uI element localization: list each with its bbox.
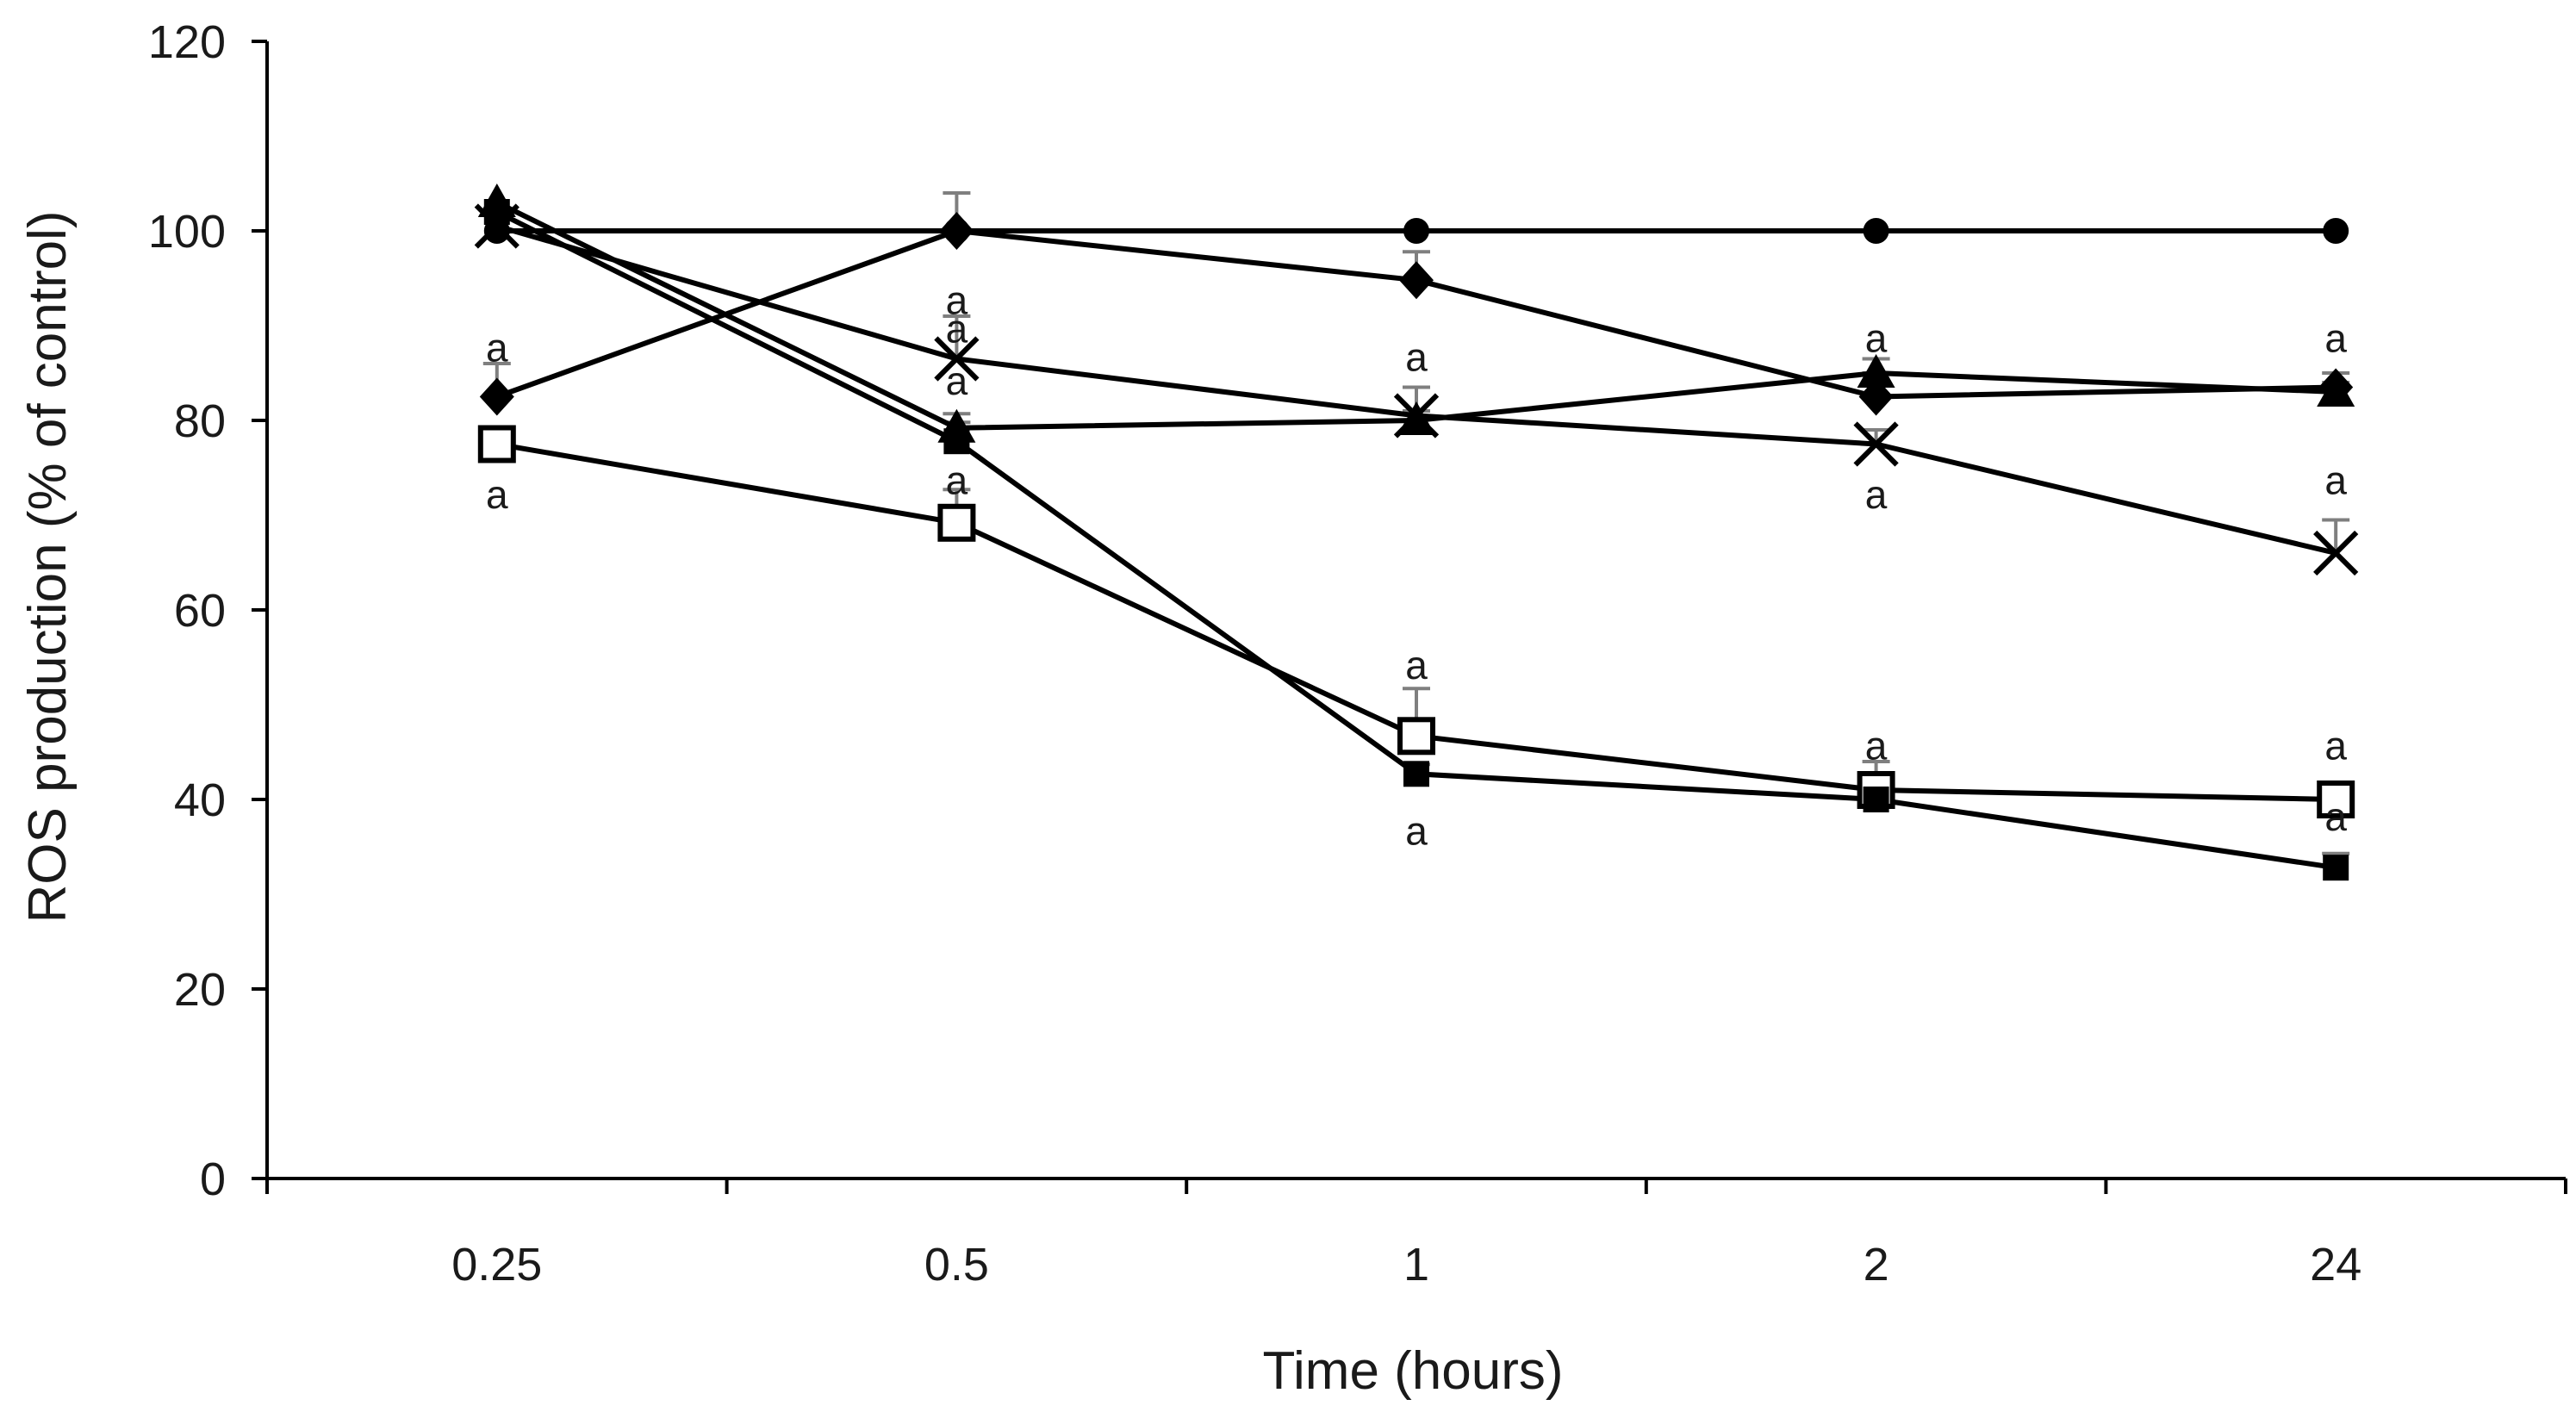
control-point: [1403, 218, 1429, 244]
series-square-filled-point: [943, 428, 970, 455]
axes: [252, 40, 2567, 1194]
significance-label: a: [946, 307, 968, 351]
x-tick-label: 2: [1864, 1239, 1889, 1291]
control-point: [1863, 218, 1889, 244]
cross-stroke: [1393, 393, 1440, 438]
significance-label: a: [2324, 316, 2347, 361]
y-tick-label: 40: [174, 774, 226, 826]
significance-label: a: [1865, 472, 1888, 517]
x-tick-label: 0.5: [924, 1239, 989, 1291]
series-square-filled-point: [2323, 855, 2349, 881]
cross-stroke: [474, 203, 520, 249]
series-square-filled-point: [1863, 787, 1889, 812]
series-cross-point: [1853, 421, 1899, 467]
significance-label: a: [2324, 458, 2347, 503]
x-axis-title: Time (hours): [1262, 1341, 1563, 1401]
significance-label: a: [2324, 794, 2347, 839]
cross-stroke: [1853, 421, 1899, 467]
y-tick-label: 80: [174, 395, 226, 447]
series-square-open-point: [937, 503, 976, 542]
x-tick-label: 0.25: [451, 1239, 542, 1291]
significance-label: a: [946, 278, 968, 323]
significance-label: a: [2324, 724, 2347, 768]
significance-label: a: [486, 326, 508, 370]
y-axis-title: ROS production (% of control): [18, 210, 78, 923]
series-markers: [474, 183, 2359, 881]
x-tick-label: 1: [1403, 1239, 1429, 1291]
series-cross-point: [934, 336, 980, 382]
x-tick-label: 24: [2310, 1239, 2361, 1291]
y-tick-label: 60: [174, 585, 226, 637]
cross-stroke: [934, 336, 980, 382]
control-point: [2323, 218, 2349, 244]
series-cross-point: [1393, 393, 1440, 438]
cross-stroke: [2313, 530, 2359, 576]
tick-labels: 0 20 40 60 80 100 120 0.25 0.5 1 2 24: [148, 16, 2361, 1291]
series-diamond-point: [939, 212, 974, 250]
series-square-filled-point: [483, 199, 510, 225]
significance-label: a: [486, 472, 508, 517]
y-tick-label: 120: [148, 16, 226, 68]
y-tick-label: 100: [148, 206, 226, 258]
series-cross-point: [2313, 530, 2359, 576]
significance-label: a: [946, 458, 968, 503]
series-diamond-point: [479, 377, 514, 416]
y-tick-label: 0: [200, 1154, 226, 1205]
series-diamond-point: [1399, 261, 1434, 300]
series-square-open-point: [1397, 717, 1435, 756]
series-square-open-point: [2317, 781, 2355, 818]
series-square-filled-point: [1403, 761, 1429, 787]
series-square-open-point: [477, 425, 516, 463]
significance-label: a: [946, 358, 968, 403]
series-triangle-point: [1857, 354, 1895, 388]
significance-label: a: [1865, 316, 1888, 361]
y-tick-label: 20: [174, 964, 226, 1016]
significance-label: a: [1405, 643, 1428, 687]
series-cross-point: [474, 203, 520, 249]
significance-label: a: [1865, 724, 1888, 768]
significance-label: a: [1405, 335, 1428, 380]
significance-label: a: [1405, 809, 1428, 854]
series-triangle-point: [2317, 373, 2355, 407]
